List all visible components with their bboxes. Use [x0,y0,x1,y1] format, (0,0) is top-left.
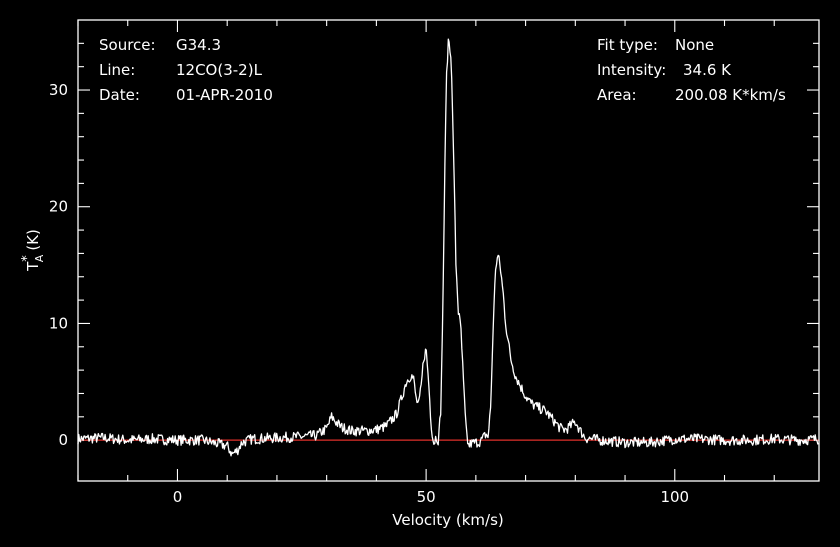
y-tick-label: 30 [49,81,68,99]
x-tick-label: 100 [660,488,689,506]
y-axis-label-symbol: T [24,261,42,272]
x-tick-labels: 0 50 100 [173,488,689,506]
info-fittype-key: Fit type: [597,36,658,54]
info-area-key: Area: [597,86,637,104]
y-tick-label: 10 [49,314,68,332]
info-right: Fit type: None Intensity: 34.6 K Area: 2… [597,36,786,104]
tick-marks [77,20,819,481]
spectrum-line [77,38,819,457]
info-source-value: G34.3 [176,36,221,54]
info-line-key: Line: [99,61,135,79]
info-date-key: Date: [99,86,140,104]
y-tick-labels: 0 10 20 30 [49,81,68,449]
info-line-value: 12CO(3-2)L [176,61,263,79]
y-tick-label: 20 [49,198,68,216]
svg-text:T*A(K): T*A (K) [20,229,46,272]
y-axis-label-sup: * [20,255,35,262]
x-tick-label: 0 [173,488,183,506]
x-axis-label: Velocity (km/s) [392,511,503,529]
y-axis-label-sub: A [33,254,46,262]
y-axis-label: T*A (K) [20,229,46,272]
info-date-value: 01-APR-2010 [176,86,273,104]
info-intensity-key: Intensity: [597,61,666,79]
info-fittype-value: None [675,36,714,54]
y-tick-label: 0 [58,431,68,449]
y-axis-label-unit: (K) [24,229,42,251]
info-left: Source: G34.3 Line: 12CO(3-2)L Date: 01-… [99,36,273,104]
info-source-key: Source: [99,36,156,54]
info-intensity-value: 34.6 K [683,61,732,79]
info-area-value: 200.08 K*km/s [675,86,786,104]
plot-frame [77,19,820,482]
x-tick-label: 50 [417,488,436,506]
